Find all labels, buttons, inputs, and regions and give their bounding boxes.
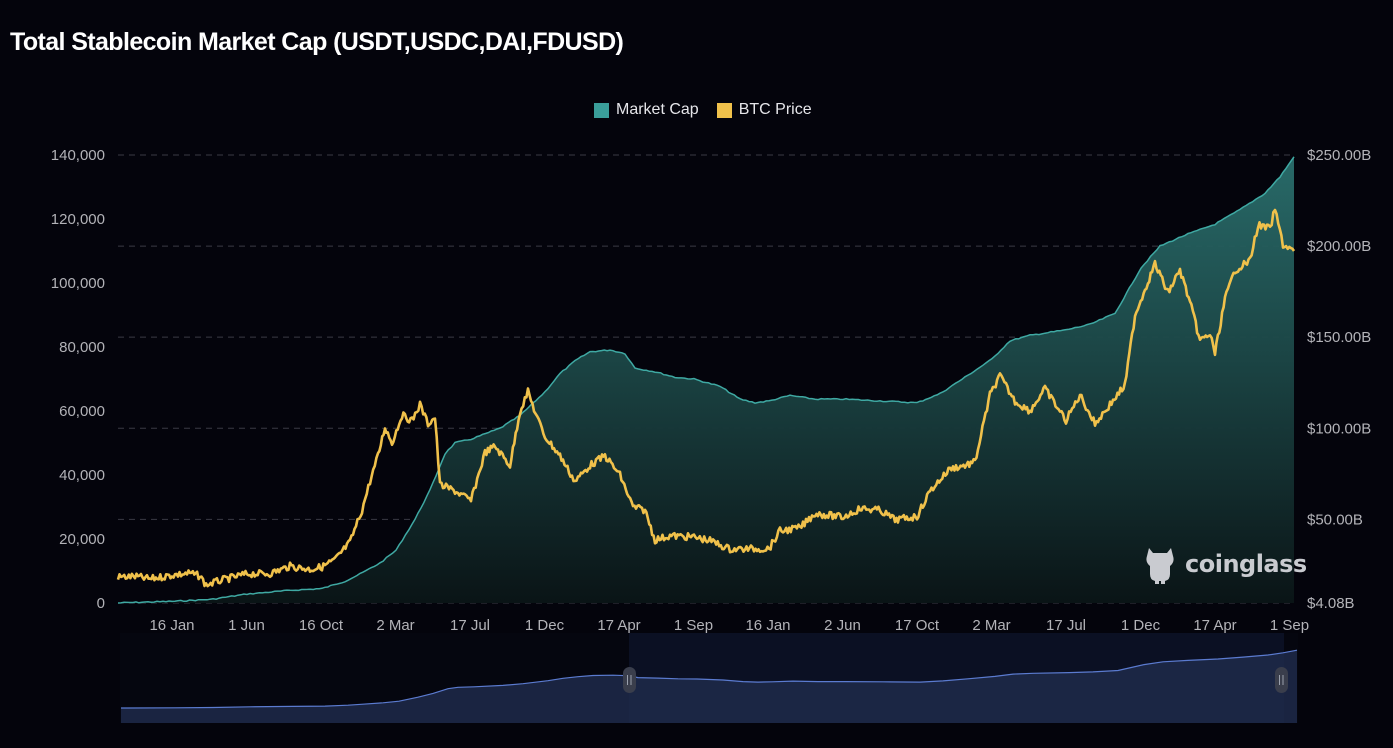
x-tick-label: 16 Oct [299,617,344,634]
y-right-tick-label: $4.08B [1307,595,1355,612]
x-tick-label: 16 Jan [149,617,194,634]
chart-title: Total Stablecoin Market Cap (USDT,USDC,D… [10,28,624,56]
range-navigator[interactable] [120,633,1298,723]
y-left-tick-label: 40,000 [59,467,105,484]
y-right-tick-label: $150.00B [1307,329,1371,346]
navigator-right-handle[interactable] [1275,667,1288,693]
y-axis-left: 0 20,000 40,000 60,000 80,000 100,000 120,000 1… [51,147,105,612]
y-axis-right: $4.08B $50.00B $100.00B $150.00B $200.00B $25… [1307,147,1371,612]
x-tick-label: 17 Apr [1193,617,1236,634]
y-right-tick-label: $100.00B [1307,420,1371,437]
watermark-text: coinglass [1185,550,1307,578]
y-left-tick-label: 20,000 [59,531,105,548]
coinglass-watermark: coinglass [1143,544,1307,584]
y-right-tick-label: $250.00B [1307,147,1371,164]
x-tick-label: 17 Jul [1046,617,1086,634]
x-tick-label: 1 Sep [1270,617,1309,634]
x-tick-label: 2 Mar [376,617,414,634]
y-left-tick-label: 60,000 [59,403,105,420]
btc-price-line [116,208,1296,588]
legend-item-btc-price[interactable]: BTC Price [716,101,812,119]
x-tick-label: 1 Dec [1121,617,1161,634]
x-tick-label: 16 Jan [745,617,790,634]
y-left-tick-label: 100,000 [51,275,105,292]
navigator-line [120,649,1298,709]
x-tick-label: 17 Oct [895,617,940,634]
y-left-tick-label: 120,000 [51,211,105,228]
x-tick-label: 1 Dec [525,617,565,634]
x-tick-label: 1 Jun [228,617,265,634]
legend-label-market-cap: Market Cap [616,101,699,118]
coinglass-mascot-icon [1146,548,1174,584]
x-tick-label: 1 Sep [674,617,713,634]
market-cap-area [118,156,1294,604]
y-left-tick-label: 140,000 [51,147,105,164]
y-right-tick-label: $50.00B [1307,511,1363,528]
y-left-tick-label: 80,000 [59,339,105,356]
btc-price-swatch-icon [716,102,732,118]
x-tick-label: 17 Jul [450,617,490,634]
navigator-area [121,650,1297,723]
y-right-tick-label: $200.00B [1307,238,1371,255]
market-cap-swatch-icon [594,102,609,118]
x-tick-label: 2 Mar [972,617,1010,634]
x-tick-label: 2 Jun [824,617,861,634]
legend-item-market-cap[interactable]: Market Cap [594,101,699,119]
navigator-left-handle[interactable] [623,667,636,693]
market-cap-line [117,156,1295,604]
x-tick-label: 17 Apr [597,617,640,634]
x-axis: 16 Jan 1 Jun 16 Oct 2 Mar 17 Jul 1 Dec 17 Apr 1… [149,617,1309,634]
y-left-tick-label: 0 [97,595,105,612]
chart-legend: Market Cap BTC Price [594,101,812,119]
legend-label-btc-price: BTC Price [738,101,812,118]
